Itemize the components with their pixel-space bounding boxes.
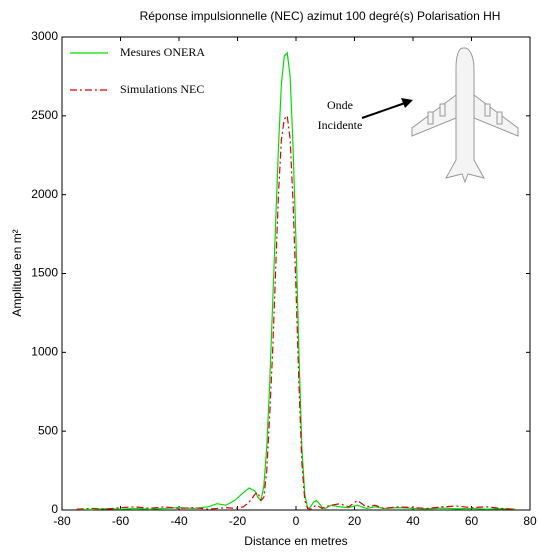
- chart-title: Réponse impulsionnelle (NEC) azimut 100 …: [140, 9, 501, 23]
- y-tick-label: 0: [51, 502, 58, 516]
- legend-label: Mesures ONERA: [120, 45, 205, 59]
- x-tick-label: 60: [465, 514, 479, 528]
- y-tick-label: 2000: [31, 187, 58, 201]
- annotation: Incidente: [318, 118, 363, 132]
- y-tick-label: 3000: [31, 29, 58, 43]
- data-line: [76, 51, 516, 511]
- y-tick-label: 500: [38, 423, 58, 437]
- x-tick-label: -80: [53, 514, 71, 528]
- y-tick-label: 1500: [31, 266, 58, 280]
- y-tick-label: 1000: [31, 345, 58, 359]
- legend-label: Simulations NEC: [120, 82, 204, 96]
- y-axis-label: Amplitude en m²: [10, 229, 24, 316]
- x-tick-label: 20: [348, 514, 362, 528]
- data-line: [76, 114, 516, 510]
- x-tick-label: -40: [170, 514, 188, 528]
- x-tick-label: 40: [406, 514, 420, 528]
- y-tick-label: 2500: [31, 108, 58, 122]
- x-tick-label: 80: [523, 514, 537, 528]
- x-axis-label: Distance en metres: [244, 534, 347, 548]
- x-tick-label: -20: [229, 514, 247, 528]
- airplane-icon: [411, 47, 519, 184]
- x-tick-label: 0: [293, 514, 300, 528]
- annotation: Onde: [327, 98, 353, 112]
- arrow: [361, 98, 413, 119]
- x-tick-label: -60: [112, 514, 130, 528]
